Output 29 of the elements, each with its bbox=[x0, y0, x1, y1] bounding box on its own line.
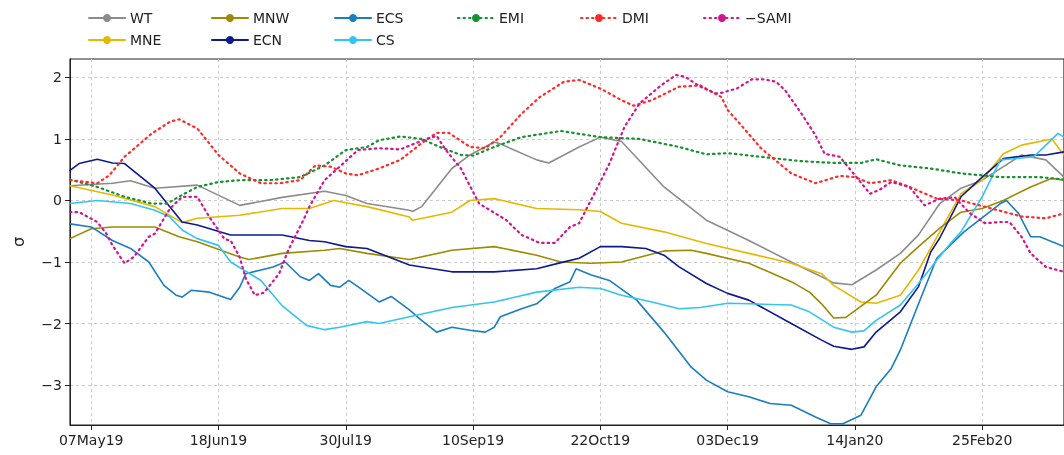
line-series bbox=[69, 132, 1064, 333]
line-series bbox=[68, 78, 1064, 220]
y-tick-label: −2 bbox=[41, 315, 62, 332]
line-series bbox=[68, 73, 1064, 297]
x-tick-label: 18Jun19 bbox=[189, 432, 248, 448]
legend-label: EMI bbox=[499, 10, 525, 26]
legend-label: ECN bbox=[253, 32, 283, 48]
line-series bbox=[69, 151, 1064, 351]
y-tick-label: 1 bbox=[53, 130, 62, 147]
x-tick-label: 30Jul19 bbox=[319, 432, 373, 448]
x-tick-label: 25Feb20 bbox=[951, 432, 1013, 448]
legend-label: −SAMI bbox=[745, 10, 792, 26]
legend-label: WT bbox=[130, 10, 153, 26]
line-series bbox=[69, 177, 1064, 319]
y-tick-label: 0 bbox=[53, 192, 62, 209]
x-tick-label: 03Dec19 bbox=[696, 432, 759, 448]
legend-label: DMI bbox=[622, 10, 649, 26]
x-tick-label: 10Sep19 bbox=[442, 432, 505, 448]
legend-label: ECS bbox=[376, 10, 404, 26]
legend-label: MNW bbox=[253, 10, 290, 26]
x-tick-label: 07May19 bbox=[58, 432, 124, 448]
y-axis-title: σ bbox=[8, 236, 28, 248]
y-tick-label: 2 bbox=[53, 69, 62, 86]
y-tick-label: −3 bbox=[41, 377, 62, 394]
y-tick-label: −1 bbox=[41, 253, 62, 270]
legend-label: MNE bbox=[130, 32, 162, 48]
x-tick-label: 14Jan20 bbox=[826, 432, 884, 448]
x-tick-label: 22Oct19 bbox=[570, 432, 631, 448]
legend-label: CS bbox=[376, 32, 395, 48]
